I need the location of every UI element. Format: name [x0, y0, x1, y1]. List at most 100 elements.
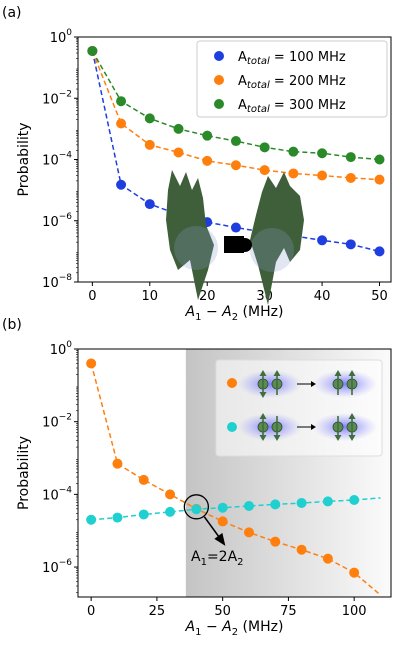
x-tick-label: 20: [199, 289, 216, 304]
data-point: [116, 179, 127, 190]
x-tick-label: 40: [314, 289, 331, 304]
data-point: [349, 567, 360, 578]
x-axis-label: A1 − A2 (MHz): [185, 304, 284, 323]
x-axis-label: A1 − A2 (MHz): [185, 619, 284, 638]
data-point: [87, 45, 98, 56]
center-block: [224, 236, 244, 253]
data-point: [144, 113, 155, 124]
x-tick-label: 25: [149, 604, 166, 619]
y-tick-label: 10−6: [42, 558, 72, 576]
data-point: [217, 502, 228, 513]
data-point: [259, 142, 270, 153]
data-point: [296, 497, 307, 508]
x-tick-label: 50: [214, 604, 231, 619]
data-point: [230, 160, 241, 171]
data-point: [217, 516, 228, 527]
y-tick-label: 10−6: [42, 212, 72, 230]
spin-pair: [238, 370, 302, 398]
data-point: [345, 239, 356, 250]
hands-illustration: [166, 170, 304, 305]
data-point: [144, 139, 155, 150]
data-point: [374, 154, 385, 165]
data-point: [116, 96, 127, 107]
data-point: [116, 118, 127, 129]
legend-marker: [214, 51, 224, 61]
legend-entry: Atotal = 300 MHz: [238, 98, 346, 115]
y-tick-label: 100: [50, 28, 73, 46]
data-point: [165, 489, 176, 500]
data-point: [173, 123, 184, 134]
spin-pair: [313, 413, 377, 441]
x-tick-label: 10: [142, 289, 159, 304]
data-point: [138, 474, 149, 485]
data-point: [296, 544, 307, 555]
x-tick-label: 0: [87, 604, 95, 619]
data-point: [317, 235, 328, 246]
data-point: [230, 136, 241, 147]
data-point: [317, 148, 328, 159]
annotation-label: A1=2A2: [191, 549, 244, 568]
data-point: [112, 458, 123, 469]
spin-pair: [238, 413, 302, 441]
x-tick-label: 0: [88, 289, 96, 304]
spin-glow: [238, 370, 302, 398]
annotation-arrowhead: [214, 532, 226, 546]
legend-frame: [196, 40, 388, 118]
y-tick-label: 10−4: [42, 485, 72, 503]
spin-arrow-up: [273, 370, 281, 376]
spin-glow: [313, 370, 377, 398]
annotation-arrow-line: [203, 516, 222, 540]
data-point: [112, 512, 123, 523]
spin-arrow-up: [348, 370, 356, 376]
panel-label: (b): [2, 317, 22, 333]
legend: Atotal = 100 MHz Atotal = 200 MHz Atotal =…: [196, 40, 388, 118]
axes-frame: [77, 348, 392, 598]
data-point: [345, 152, 356, 163]
data-point: [165, 506, 176, 517]
spin-inset: [215, 359, 383, 457]
data-point: [322, 496, 333, 507]
right-glow: [250, 228, 294, 272]
data-point: [322, 553, 333, 564]
data-point: [345, 172, 356, 183]
center-dot: [238, 238, 252, 252]
spin-glow: [313, 413, 377, 441]
inset-marker-orange: [227, 378, 237, 388]
spin-arrow-down: [259, 435, 267, 441]
x-tick-label: 50: [371, 289, 388, 304]
data-point: [86, 514, 97, 525]
data-point: [138, 509, 149, 520]
data-point: [144, 199, 155, 210]
spin-arrow-down: [259, 392, 267, 398]
data-point: [230, 222, 241, 233]
spin-glow: [238, 413, 302, 441]
spin-pair: [313, 370, 377, 398]
legend-marker: [214, 75, 224, 85]
panel-b: 0 25 50 75 100 100 10−2 10−4 10−6 A1 − A2 (MHz) Pr…: [2, 317, 392, 638]
spin-arrow-down: [273, 435, 281, 441]
data-point: [349, 495, 360, 506]
x-tick-label: 75: [280, 604, 297, 619]
data-point: [202, 130, 213, 141]
spin-arrow-down: [334, 435, 342, 441]
spin-arrow-up: [259, 370, 267, 376]
y-tick-label: 10−8: [42, 273, 72, 291]
left-hand-shape: [166, 170, 214, 300]
data-point: [243, 527, 254, 538]
y-axis-label: Probability: [16, 122, 32, 196]
left-glow: [174, 226, 218, 270]
right-hand-shape: [250, 172, 304, 305]
data-point: [374, 174, 385, 185]
data-point: [270, 536, 281, 547]
legend-entry: Atotal = 100 MHz: [238, 50, 346, 67]
y-tick-label: 10−2: [42, 413, 72, 431]
y-axis-label: Probability: [16, 436, 32, 510]
panel-label: (a): [2, 5, 22, 21]
y-tick-label: 100: [50, 340, 73, 358]
y-tick-label: 10−4: [42, 151, 72, 169]
data-point: [86, 358, 97, 369]
spin-arrow-up: [259, 413, 267, 419]
data-point: [288, 146, 299, 157]
inset-marker-cyan: [227, 422, 237, 432]
